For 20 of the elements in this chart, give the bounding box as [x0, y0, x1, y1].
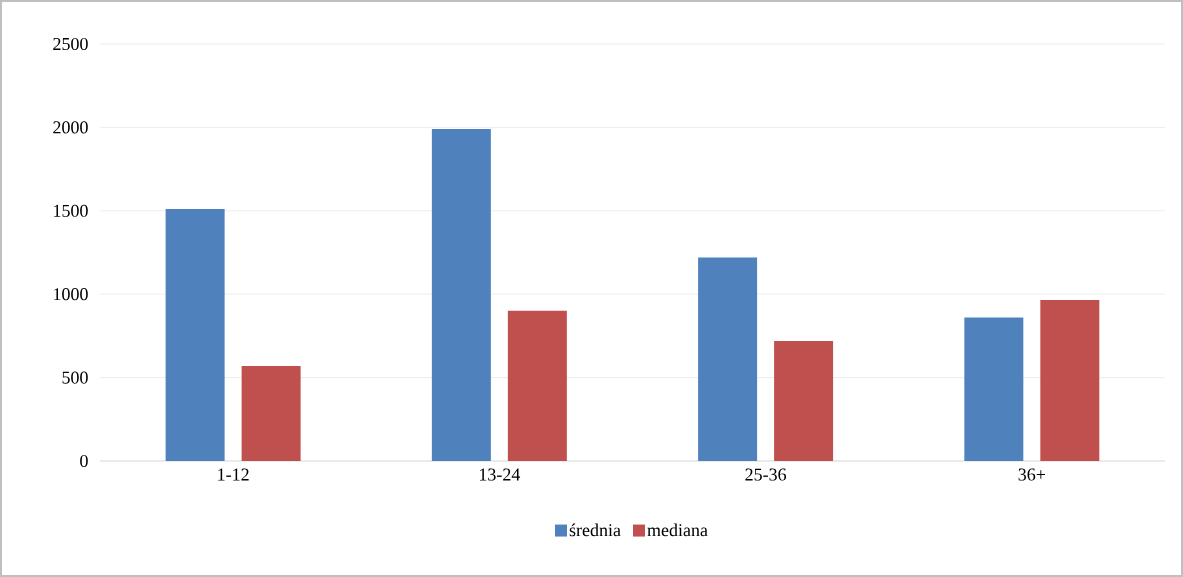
bar	[165, 209, 225, 461]
y-tick-label: 1500	[54, 204, 88, 217]
y-tick-label: 2000	[53, 121, 88, 134]
x-tick-label: 1-12	[218, 468, 249, 481]
bar	[1040, 300, 1100, 461]
y-tick-label: 500	[62, 371, 88, 384]
bar	[241, 365, 301, 461]
y-tick-label: 1000	[54, 288, 88, 301]
x-tick-label: 36+	[1018, 468, 1046, 481]
bar	[698, 257, 758, 461]
x-tick-label: 13-24	[479, 468, 521, 481]
bar	[507, 310, 567, 461]
y-tick-label: 0	[80, 454, 88, 468]
y-tick-label: 2500	[53, 37, 88, 51]
bar	[774, 340, 834, 461]
bar	[964, 317, 1024, 461]
bar	[431, 129, 491, 461]
legend-label: średnia	[569, 523, 621, 537]
x-tick-label: 25-36	[745, 468, 787, 481]
legend-label: mediana	[647, 523, 708, 537]
